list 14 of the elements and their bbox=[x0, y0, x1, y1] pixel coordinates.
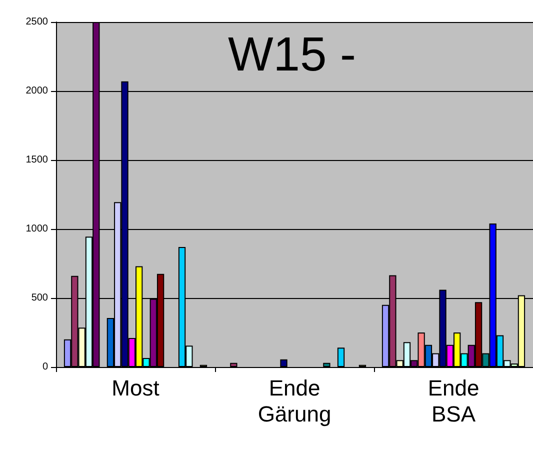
y-tick-label: 1000 bbox=[26, 224, 48, 234]
bar bbox=[230, 362, 238, 367]
y-tick-label: 500 bbox=[31, 292, 48, 304]
y-tick-label: 2000 bbox=[26, 86, 48, 96]
x-tick-label: Ende BSA bbox=[428, 376, 480, 426]
bar bbox=[280, 359, 288, 367]
x-tick-label: Most bbox=[112, 376, 160, 400]
y-tick-label: 0 bbox=[42, 362, 48, 372]
bar bbox=[323, 362, 330, 367]
y-tick-label: 2500 bbox=[26, 16, 48, 28]
chart-title: W15 - bbox=[228, 28, 356, 82]
bar bbox=[337, 348, 345, 367]
y-tick-label: 1500 bbox=[26, 154, 48, 166]
x-tick-label: Ende Gärung bbox=[258, 376, 332, 426]
